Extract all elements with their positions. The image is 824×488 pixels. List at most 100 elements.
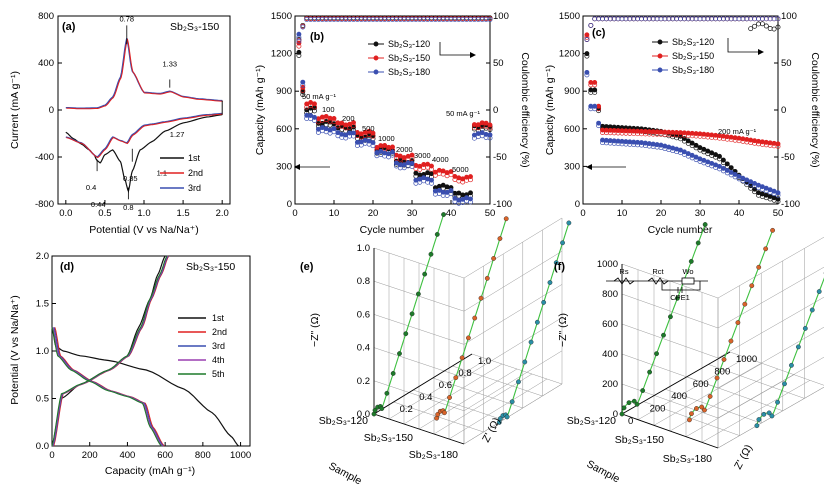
b-legend-marker xyxy=(373,41,379,47)
b-ytick-left-label: 900 xyxy=(276,86,292,97)
equivalent-circuit: Rs Rct Wo CPE1 xyxy=(606,267,708,302)
e-impedance-point xyxy=(397,351,402,356)
a-annotation: 1.27 xyxy=(170,130,185,139)
panel-a-label: (a) xyxy=(62,21,76,33)
f-grid-back-h xyxy=(717,296,824,359)
panel-d-xlabel: Capacity (mAh g⁻¹) xyxy=(105,465,195,477)
e-grid-back-h xyxy=(463,250,563,312)
b-capacity-point-charge xyxy=(429,180,434,186)
panel-b-xlabel: Cycle number xyxy=(360,224,425,236)
f-impedance-point xyxy=(619,411,625,417)
e-xtick-label: 0.6 xyxy=(439,380,452,391)
c-capacity-point xyxy=(705,148,711,154)
e-impedance-point xyxy=(415,291,421,297)
panel-b-ylabel-right: Coulombic efficiency (%) xyxy=(519,52,531,167)
c-capacity-point xyxy=(724,161,730,167)
c-ce-arrowhead xyxy=(758,49,764,55)
f-ztick-label: 200 xyxy=(602,379,618,390)
e-xtick-label: 0.4 xyxy=(419,392,432,403)
b-capacity-point-charge xyxy=(300,88,306,93)
a-legend-entry: 3rd xyxy=(188,183,201,193)
e-ztick-label: 0.8 xyxy=(357,276,370,287)
panel-f-xlabel: Z' (Ω) xyxy=(732,443,755,472)
d-curve-discharge-4 xyxy=(52,327,163,447)
panel-c-label: (c) xyxy=(592,27,606,39)
f-impedance-point xyxy=(754,423,760,429)
b-rate-end-label: 50 mA g⁻¹ xyxy=(446,109,480,118)
f-impedance-point xyxy=(661,332,666,338)
e-impedance-point xyxy=(503,216,509,222)
f-impedance-point xyxy=(782,381,787,387)
panel-b-label: (b) xyxy=(310,31,324,43)
b-capacity-point-charge xyxy=(409,164,415,169)
e-impedance-point xyxy=(466,335,471,341)
b-rate-label: 50 mA g⁻¹ xyxy=(302,92,336,101)
c-capacity-point xyxy=(685,138,691,144)
panel-f-zlabel: −Z" (Ω) xyxy=(557,313,569,347)
b-capacity-point-charge xyxy=(300,82,306,88)
b-capacity-point-charge xyxy=(475,125,481,131)
f-impedance-point xyxy=(714,375,720,381)
e-impedance-point xyxy=(442,410,447,416)
f-xtick-label: 1000 xyxy=(736,354,757,365)
b-capacity-arrowhead xyxy=(294,164,300,170)
c-capacity-point xyxy=(720,157,726,163)
f-impedance-point xyxy=(749,283,755,289)
e-ztick-label: 0.6 xyxy=(357,309,370,320)
b-capacity-point-charge xyxy=(343,135,349,141)
panel-d-label: (d) xyxy=(60,261,74,273)
c-ytick-right-label: -100 xyxy=(781,199,800,210)
d-xtick-label: 200 xyxy=(82,450,98,461)
c-capacity-point xyxy=(732,171,738,177)
e-impedance-point xyxy=(484,275,490,281)
panel-e: (e) −Z" (Ω) Z' (Ω) Sample 0.00.20.40.60.… xyxy=(300,212,572,487)
e-impedance-point xyxy=(497,416,503,421)
d-legend-entry: 1st xyxy=(212,313,225,323)
panel-f-label: (f) xyxy=(554,261,565,273)
c-ytick-left-label: 0 xyxy=(575,199,580,210)
f-grid-floor-s xyxy=(653,363,763,426)
d-curve-charge-4 xyxy=(52,255,169,447)
b-capacity-point-charge xyxy=(409,155,415,161)
e-ztick-label: 0.0 xyxy=(357,409,370,420)
f-impedance-point xyxy=(766,410,772,416)
b-xtick-label: 50 xyxy=(485,208,496,219)
c-capacity-point xyxy=(740,175,746,181)
e-impedance-point xyxy=(522,359,528,365)
d-ytick-label: 0.5 xyxy=(36,394,49,405)
b-capacity-point-charge xyxy=(390,152,395,158)
f-impedance-point xyxy=(735,320,741,325)
b-rate-label: 4000 xyxy=(432,155,449,164)
e-impedance-point xyxy=(509,399,515,405)
f-impedance-point xyxy=(728,338,734,344)
e-ztick-label: 0.4 xyxy=(357,343,370,354)
b-capacity-point-charge xyxy=(358,142,364,148)
c-capacity-point-charge xyxy=(584,53,590,59)
c-capacity-point xyxy=(744,177,750,183)
f-impedance-point xyxy=(668,314,673,320)
c-capacity-arrowhead xyxy=(586,164,592,170)
a-curve-2nd-anodic xyxy=(66,38,223,110)
f-sample-label: Sb₂S₃-180 xyxy=(663,453,712,465)
a-xtick-label: 1.0 xyxy=(137,208,150,219)
e-sample-label: Sb₂S₃-180 xyxy=(409,449,458,461)
panel-e-zlabel: −Z" (Ω) xyxy=(309,313,321,347)
c-capacity-point xyxy=(685,151,691,157)
b-capacity-point-charge xyxy=(296,34,302,40)
f-impedance-point xyxy=(689,411,694,417)
a-xtick-label: 0.0 xyxy=(59,208,72,219)
c-capacity-point xyxy=(775,141,781,147)
d-curve-discharge-3 xyxy=(53,327,164,447)
b-capacity-point-charge xyxy=(487,125,493,131)
b-ytick-left-label: 0 xyxy=(287,199,292,210)
f-impedance-point xyxy=(702,407,707,413)
c-capacity-point xyxy=(681,149,687,155)
f-impedance-point xyxy=(809,307,815,313)
b-capacity-point-charge xyxy=(401,165,407,171)
c-xtick-label: 10 xyxy=(617,208,628,219)
c-ytick-left-label: 300 xyxy=(564,161,580,172)
c-capacity-point xyxy=(728,165,734,171)
c-legend-entry: Sb₂S₃-150 xyxy=(672,51,714,61)
panel-f: (f) −Z" (Ω) Z' (Ω) Sample 0 200 400 600 800 1… xyxy=(554,222,824,485)
d-ytick-label: 1.5 xyxy=(36,299,49,310)
